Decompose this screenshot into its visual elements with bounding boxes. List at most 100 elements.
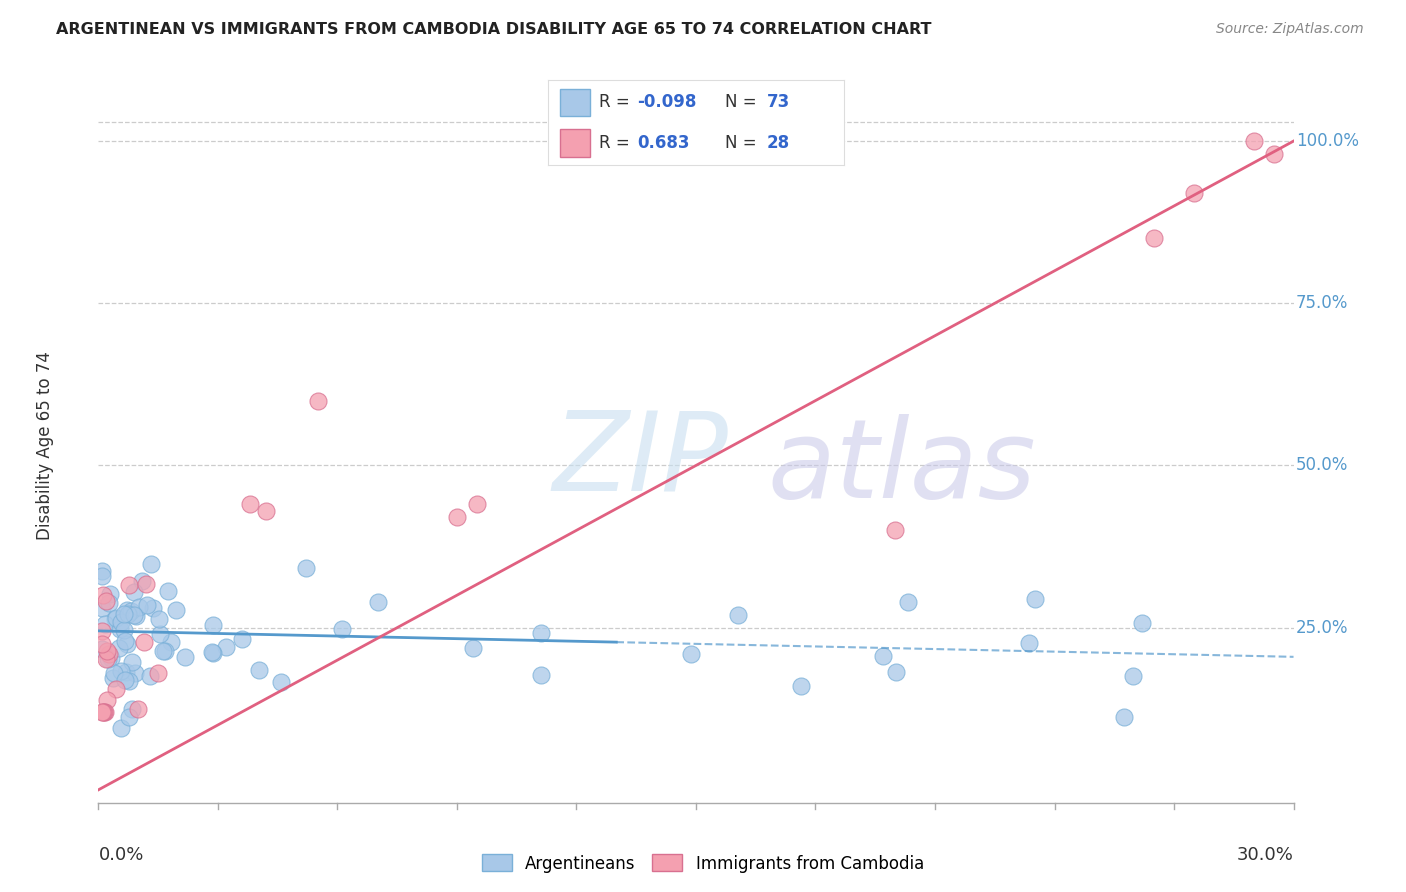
Point <box>1024 591 1046 606</box>
Point <box>91 705 114 719</box>
Point <box>96 643 118 657</box>
Text: N =: N = <box>725 134 762 152</box>
Point <box>96 692 118 706</box>
Point <box>215 640 238 655</box>
Text: -0.098: -0.098 <box>637 94 696 112</box>
Point <box>127 702 149 716</box>
Point <box>103 672 125 686</box>
Point <box>121 656 143 670</box>
Point <box>122 585 145 599</box>
Point <box>128 600 150 615</box>
Text: R =: R = <box>599 94 634 112</box>
Point <box>117 674 139 689</box>
Text: 28: 28 <box>766 134 790 152</box>
Point <box>679 647 702 661</box>
Point <box>254 504 277 518</box>
Text: 73: 73 <box>766 94 790 112</box>
Point <box>98 587 121 601</box>
Point <box>105 611 128 625</box>
Point <box>530 668 553 682</box>
Text: 75.0%: 75.0% <box>1296 294 1348 312</box>
Point <box>872 649 894 664</box>
Point <box>105 681 128 696</box>
Text: R =: R = <box>599 134 640 152</box>
Point <box>202 617 225 632</box>
Point <box>1143 231 1166 245</box>
Point <box>141 557 163 571</box>
Point <box>142 601 165 615</box>
Point <box>104 612 127 626</box>
Point <box>112 624 135 638</box>
Point <box>138 668 160 682</box>
Point <box>91 642 114 657</box>
FancyBboxPatch shape <box>560 129 589 157</box>
Point <box>202 646 225 660</box>
Point <box>884 665 907 679</box>
Point <box>122 607 145 622</box>
Point <box>125 608 148 623</box>
Point <box>110 721 132 735</box>
Point <box>1182 186 1205 200</box>
Point <box>135 598 157 612</box>
FancyBboxPatch shape <box>560 89 589 116</box>
Point <box>91 637 114 651</box>
Point <box>239 497 262 511</box>
Point <box>231 632 253 646</box>
Point <box>108 640 131 655</box>
Point <box>727 608 749 623</box>
Point <box>165 603 187 617</box>
Point <box>152 644 174 658</box>
Point <box>465 497 488 511</box>
Point <box>118 578 141 592</box>
Point <box>91 705 114 719</box>
Point <box>98 596 121 610</box>
Text: atlas: atlas <box>768 414 1036 521</box>
Point <box>897 595 920 609</box>
Point <box>157 584 180 599</box>
Text: 30.0%: 30.0% <box>1237 846 1294 863</box>
Point <box>103 666 125 681</box>
Point <box>146 666 169 681</box>
Text: ARGENTINEAN VS IMMIGRANTS FROM CAMBODIA DISABILITY AGE 65 TO 74 CORRELATION CHAR: ARGENTINEAN VS IMMIGRANTS FROM CAMBODIA … <box>56 22 932 37</box>
Text: ZIP: ZIP <box>553 407 728 514</box>
Point <box>135 577 157 591</box>
Point <box>110 664 132 678</box>
Point <box>201 645 224 659</box>
Point <box>93 705 115 719</box>
Point <box>132 635 155 649</box>
Point <box>114 634 136 648</box>
Point <box>98 647 121 661</box>
Point <box>530 626 553 640</box>
Point <box>1130 615 1153 630</box>
Point <box>94 652 117 666</box>
Text: 50.0%: 50.0% <box>1296 457 1348 475</box>
Point <box>91 624 114 639</box>
Point <box>115 603 138 617</box>
Point <box>153 643 176 657</box>
Legend: Argentineans, Immigrants from Cambodia: Argentineans, Immigrants from Cambodia <box>475 847 931 880</box>
Point <box>117 637 139 651</box>
Text: Source: ZipAtlas.com: Source: ZipAtlas.com <box>1216 22 1364 37</box>
Point <box>115 665 138 679</box>
Text: 0.683: 0.683 <box>637 134 689 152</box>
Point <box>307 393 329 408</box>
Point <box>159 634 181 648</box>
Point <box>94 705 117 719</box>
Text: N =: N = <box>725 94 762 112</box>
Point <box>117 607 139 622</box>
Point <box>790 679 813 693</box>
Text: Disability Age 65 to 74: Disability Age 65 to 74 <box>35 351 53 541</box>
Point <box>1263 147 1285 161</box>
Point <box>91 588 114 602</box>
Point <box>91 565 114 579</box>
Point <box>1018 636 1040 650</box>
Point <box>131 574 153 588</box>
Point <box>270 674 292 689</box>
Point <box>884 524 907 538</box>
Point <box>110 615 132 629</box>
Point <box>114 673 136 688</box>
Point <box>91 569 114 583</box>
Point <box>1122 669 1144 683</box>
Point <box>446 510 468 524</box>
Point <box>367 595 389 609</box>
